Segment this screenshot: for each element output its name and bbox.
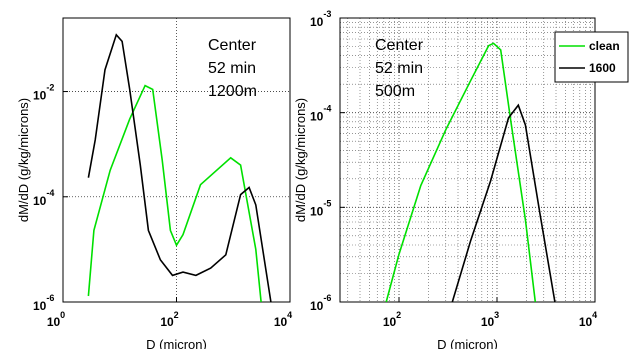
y-tick-label: 10-3 bbox=[310, 9, 331, 29]
annotation: 1200m bbox=[208, 83, 257, 100]
y-tick-label: 10-6 bbox=[310, 293, 331, 313]
x-tick-label: 102 bbox=[160, 310, 178, 329]
series-line bbox=[87, 33, 272, 302]
y-axis-label: dM/dD (g/kg/microns) bbox=[293, 98, 308, 222]
plot-frame bbox=[62, 17, 291, 303]
panel: 100 102 104 10-6 10-4 10-2 Center 52 min 1200m D … bbox=[16, 17, 292, 349]
series-line bbox=[451, 103, 556, 302]
y-tick-label: 10-2 bbox=[33, 83, 54, 103]
annotation: 500m bbox=[375, 83, 415, 100]
y-axis-label: dM/dD (g/kg/microns) bbox=[16, 98, 31, 222]
series-line bbox=[87, 84, 262, 302]
x-tick-label: 104 bbox=[579, 310, 597, 329]
annotation: Center bbox=[208, 37, 257, 54]
x-axis-label: D (micron) bbox=[146, 337, 207, 349]
plot-frame bbox=[339, 17, 596, 303]
legend-box bbox=[554, 31, 629, 83]
y-tick-label: 10-5 bbox=[310, 198, 331, 218]
panel: 102 103 104 10-6 10-5 10-4 10-3 Center 52 min 500… bbox=[293, 9, 629, 349]
legend-label: 1600 bbox=[589, 61, 616, 75]
legend-label: clean bbox=[589, 39, 620, 53]
x-tick-label: 103 bbox=[481, 310, 499, 329]
annotation: 52 min bbox=[208, 60, 256, 77]
x-tick-label: 104 bbox=[274, 310, 292, 329]
x-tick-label: 100 bbox=[47, 310, 65, 329]
series-line bbox=[385, 42, 537, 302]
y-tick-label: 10-4 bbox=[310, 104, 331, 124]
annotation: 52 min bbox=[375, 60, 423, 77]
y-tick-label: 10-4 bbox=[33, 188, 54, 208]
annotation: Center bbox=[375, 37, 424, 54]
y-tick-label: 10-6 bbox=[33, 293, 54, 313]
x-axis-label: D (micron) bbox=[437, 337, 498, 349]
x-tick-label: 102 bbox=[383, 310, 401, 329]
